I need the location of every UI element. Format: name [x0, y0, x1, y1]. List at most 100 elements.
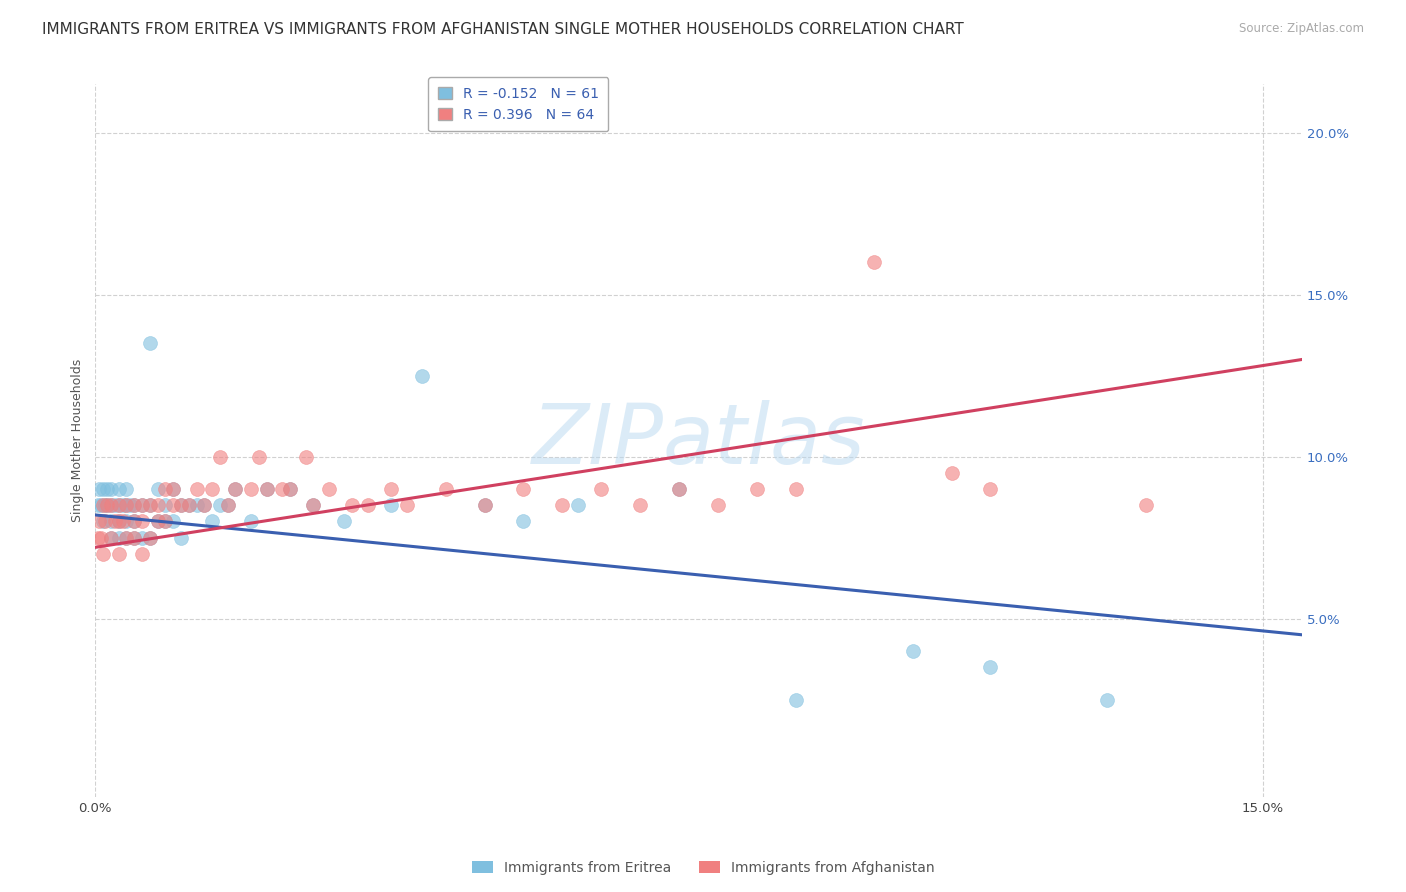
- Point: [131, 498, 153, 512]
- Text: IMMIGRANTS FROM ERITREA VS IMMIGRANTS FROM AFGHANISTAN SINGLE MOTHER HOUSEHOLDS : IMMIGRANTS FROM ERITREA VS IMMIGRANTS FR…: [42, 22, 965, 37]
- Legend: Immigrants from Eritrea, Immigrants from Afghanistan: Immigrants from Eritrea, Immigrants from…: [467, 855, 939, 880]
- Point: [139, 498, 162, 512]
- Point: [107, 515, 129, 529]
- Point: [115, 482, 138, 496]
- Point: [862, 255, 884, 269]
- Point: [302, 498, 325, 512]
- Point: [100, 482, 122, 496]
- Point: [122, 498, 145, 512]
- Point: [91, 547, 114, 561]
- Point: [668, 482, 690, 496]
- Point: [217, 498, 239, 512]
- Point: [247, 450, 270, 464]
- Point: [357, 498, 380, 512]
- Text: ZIPatlas: ZIPatlas: [531, 400, 866, 481]
- Point: [115, 531, 138, 545]
- Point: [240, 515, 263, 529]
- Point: [86, 531, 108, 545]
- Point: [745, 482, 768, 496]
- Point: [111, 515, 134, 529]
- Point: [256, 482, 278, 496]
- Point: [122, 515, 145, 529]
- Point: [96, 498, 118, 512]
- Point: [89, 515, 111, 529]
- Point: [271, 482, 294, 496]
- Point: [278, 482, 301, 496]
- Point: [162, 482, 184, 496]
- Point: [551, 498, 574, 512]
- Point: [591, 482, 613, 496]
- Point: [177, 498, 200, 512]
- Point: [395, 498, 418, 512]
- Point: [89, 482, 111, 496]
- Point: [96, 482, 118, 496]
- Point: [90, 531, 112, 545]
- Point: [155, 515, 177, 529]
- Point: [131, 547, 153, 561]
- Point: [107, 498, 129, 512]
- Point: [96, 498, 118, 512]
- Point: [139, 498, 162, 512]
- Point: [155, 515, 177, 529]
- Point: [302, 498, 325, 512]
- Point: [193, 498, 215, 512]
- Point: [342, 498, 364, 512]
- Point: [162, 482, 184, 496]
- Point: [628, 498, 651, 512]
- Point: [294, 450, 316, 464]
- Point: [1135, 498, 1157, 512]
- Point: [122, 531, 145, 545]
- Point: [217, 498, 239, 512]
- Point: [91, 515, 114, 529]
- Point: [411, 368, 433, 383]
- Point: [139, 336, 162, 351]
- Point: [224, 482, 246, 496]
- Point: [107, 515, 129, 529]
- Point: [380, 498, 402, 512]
- Point: [90, 498, 112, 512]
- Point: [177, 498, 200, 512]
- Point: [941, 466, 963, 480]
- Point: [122, 531, 145, 545]
- Point: [146, 498, 169, 512]
- Point: [155, 482, 177, 496]
- Point: [94, 498, 117, 512]
- Point: [512, 482, 534, 496]
- Point: [278, 482, 301, 496]
- Point: [115, 515, 138, 529]
- Point: [474, 498, 496, 512]
- Point: [100, 498, 122, 512]
- Point: [474, 498, 496, 512]
- Point: [122, 515, 145, 529]
- Point: [131, 515, 153, 529]
- Point: [104, 515, 127, 529]
- Point: [380, 482, 402, 496]
- Point: [131, 498, 153, 512]
- Point: [100, 531, 122, 545]
- Point: [512, 515, 534, 529]
- Point: [115, 531, 138, 545]
- Point: [201, 515, 224, 529]
- Point: [979, 660, 1001, 674]
- Point: [139, 531, 162, 545]
- Point: [162, 515, 184, 529]
- Point: [224, 482, 246, 496]
- Point: [186, 482, 208, 496]
- Point: [333, 515, 356, 529]
- Y-axis label: Single Mother Households: Single Mother Households: [72, 359, 84, 522]
- Point: [318, 482, 340, 496]
- Point: [707, 498, 730, 512]
- Point: [139, 531, 162, 545]
- Point: [979, 482, 1001, 496]
- Point: [170, 498, 193, 512]
- Point: [240, 482, 263, 496]
- Point: [170, 498, 193, 512]
- Point: [1097, 692, 1119, 706]
- Point: [146, 515, 169, 529]
- Point: [115, 498, 138, 512]
- Point: [668, 482, 690, 496]
- Point: [256, 482, 278, 496]
- Point: [111, 498, 134, 512]
- Point: [785, 482, 807, 496]
- Point: [131, 531, 153, 545]
